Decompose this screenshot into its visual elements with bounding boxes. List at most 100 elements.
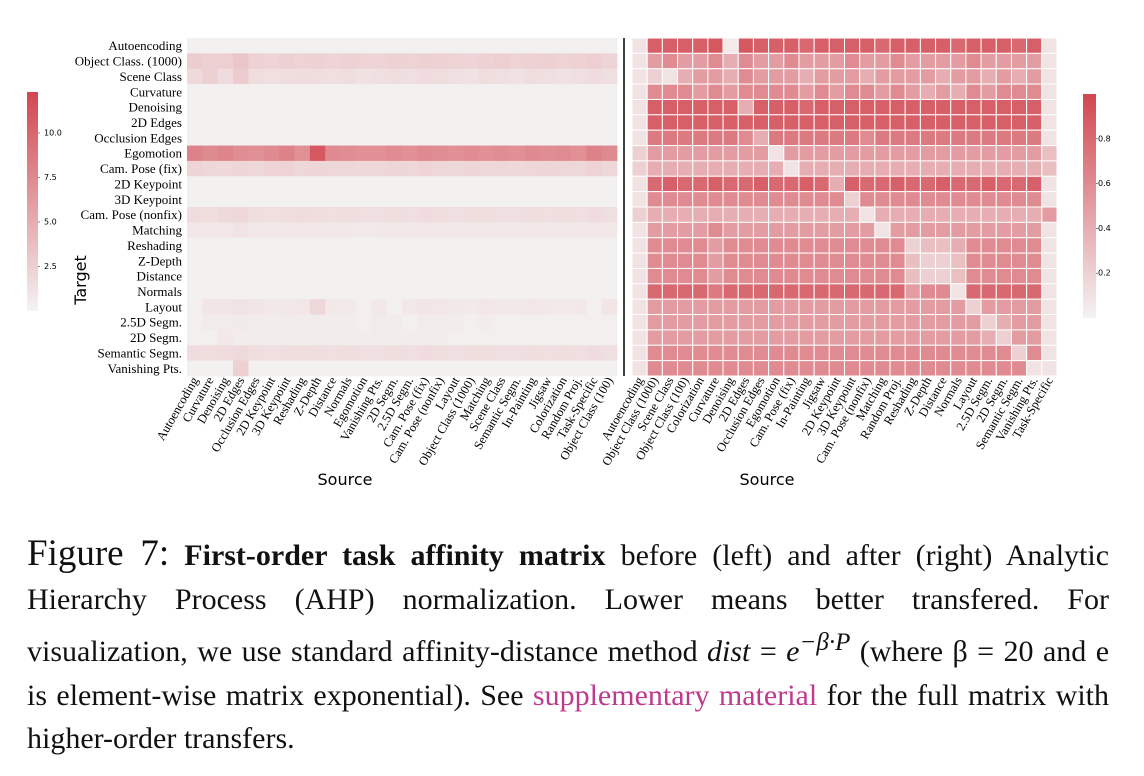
heat-cell — [187, 130, 203, 146]
heat-cell — [340, 114, 357, 131]
heat-cell — [494, 38, 510, 54]
heat-cell — [965, 314, 982, 331]
heat-cell — [828, 237, 845, 254]
heat-cell — [1041, 129, 1058, 147]
heat-cell — [402, 130, 418, 146]
heat-cell — [601, 176, 618, 193]
heat-cell — [279, 253, 295, 269]
heat-cell — [202, 145, 219, 162]
heat-cell — [874, 314, 891, 331]
heat-cell — [509, 237, 526, 254]
heat-cell — [677, 329, 694, 346]
heat-cell — [646, 68, 663, 85]
heat-cell — [187, 253, 203, 269]
heat-cell — [570, 130, 587, 146]
heat-cell — [386, 253, 403, 269]
heat-cell — [202, 38, 219, 54]
heat-cell — [570, 53, 587, 70]
heat-cell — [935, 329, 952, 346]
heat-cell — [448, 114, 464, 131]
heat-cell — [386, 53, 403, 70]
heat-cell — [248, 268, 265, 285]
heat-cell — [202, 299, 219, 315]
colorbar-tick-label: 0.6 — [1098, 179, 1111, 188]
heat-cell — [217, 145, 234, 162]
heat-cell — [874, 37, 891, 54]
heat-cell — [417, 253, 434, 269]
heat-cell — [722, 129, 739, 147]
heat-cell — [540, 84, 556, 100]
heat-cell — [540, 283, 556, 300]
heat-cell — [737, 298, 754, 316]
heat-cell — [646, 175, 663, 193]
heat-cell — [904, 145, 921, 162]
heat-cell — [844, 98, 861, 116]
heat-cell — [904, 252, 921, 269]
heat-cell — [707, 298, 724, 316]
heat-cell — [980, 175, 997, 193]
heat-cell — [233, 360, 249, 377]
heat-cell — [494, 114, 510, 131]
heat-cell — [1026, 360, 1043, 377]
heat-cell — [478, 360, 495, 377]
heat-cell — [889, 314, 906, 331]
heat-cell — [1026, 206, 1043, 223]
heat-cell — [570, 345, 587, 362]
heat-cell — [737, 175, 754, 193]
heat-cell — [919, 314, 937, 331]
heat-cell — [448, 268, 464, 285]
heat-cell — [570, 222, 587, 239]
heat-cell — [586, 268, 603, 285]
heat-cell — [509, 160, 526, 177]
heat-cell — [555, 114, 572, 131]
heat-cell — [601, 268, 618, 285]
heat-cell — [586, 299, 603, 315]
heat-cell — [463, 176, 480, 193]
heat-cell — [965, 160, 982, 177]
heat-cell — [661, 252, 679, 269]
heat-cell — [737, 344, 754, 362]
heat-cell — [995, 360, 1012, 377]
heat-cell — [752, 175, 770, 193]
heat-cell — [722, 98, 739, 116]
heat-cell — [737, 191, 754, 208]
heat-cell — [555, 237, 572, 254]
heat-cell — [737, 314, 754, 331]
heat-cell — [677, 206, 694, 223]
heat-cell — [889, 221, 906, 239]
heat-cell — [722, 298, 739, 316]
heat-cell — [950, 344, 967, 362]
heat-cell — [263, 283, 280, 300]
caption-link[interactable]: supplementary material — [532, 678, 818, 712]
heat-cell — [448, 207, 464, 223]
heat-cell — [325, 176, 341, 193]
heat-cell — [980, 37, 997, 54]
heat-cell — [463, 314, 480, 331]
heat-cell — [463, 53, 480, 70]
heat-cell — [555, 207, 572, 223]
heat-cell — [783, 329, 800, 346]
heat-cell — [919, 129, 937, 147]
heat-cell — [980, 191, 997, 208]
heat-cell — [707, 252, 724, 269]
heat-cell — [661, 175, 679, 193]
heat-cell — [555, 360, 572, 377]
heat-cell — [555, 68, 572, 85]
heat-cell — [294, 176, 311, 193]
heat-cell — [371, 345, 388, 362]
heat-cell — [386, 314, 403, 331]
heat-cell — [524, 222, 541, 239]
heat-cell — [904, 329, 921, 346]
heat-cell — [187, 237, 203, 254]
heat-cell — [661, 160, 679, 177]
heat-cell — [402, 314, 418, 331]
heat-cell — [233, 329, 249, 346]
heat-cell — [828, 145, 845, 162]
heat-cell — [509, 360, 526, 377]
heat-cell — [279, 145, 295, 162]
heat-cell — [524, 360, 541, 377]
heat-cell — [248, 176, 265, 193]
heat-cell — [309, 68, 326, 85]
heat-cell — [783, 360, 800, 377]
row-label: Semantic Segm. — [98, 345, 183, 360]
